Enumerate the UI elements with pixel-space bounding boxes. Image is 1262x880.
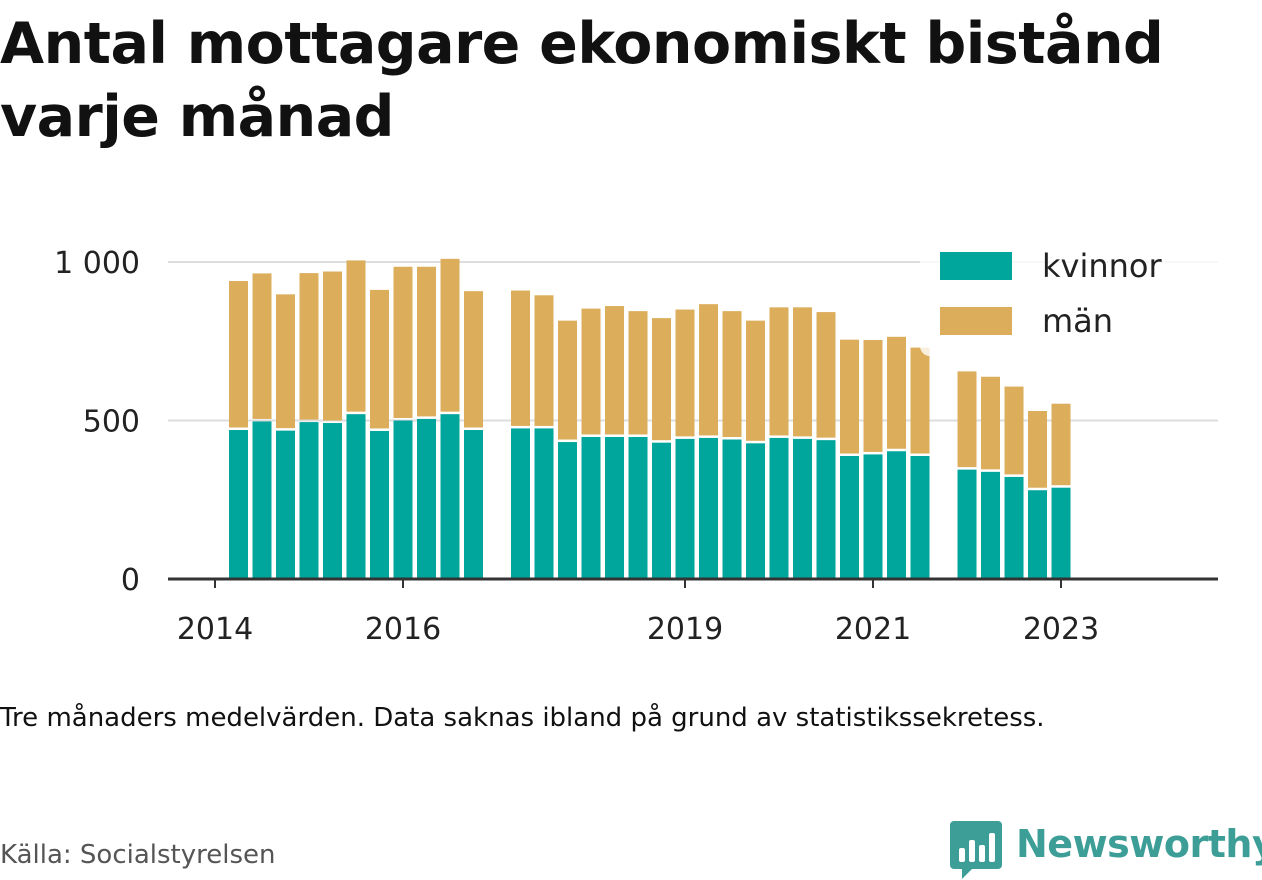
source-credit: Källa: Socialstyrelsen [0, 840, 276, 870]
bar-kvinnor [769, 437, 789, 579]
bar-man [370, 289, 390, 429]
bar-kvinnor [1028, 490, 1048, 579]
y-tick-label: 500 [83, 405, 140, 440]
bar-man [393, 266, 413, 418]
bar-man [793, 307, 813, 437]
bar-kvinnor [299, 422, 319, 579]
bar-kvinnor [910, 456, 930, 579]
bar-man [440, 258, 460, 412]
bar-kvinnor [370, 430, 390, 579]
bar-kvinnor [276, 430, 296, 579]
bar-man [652, 318, 672, 441]
bar-man [840, 339, 860, 454]
bar-man [534, 295, 554, 426]
bar-man [323, 271, 343, 421]
bar-kvinnor [699, 437, 719, 579]
bar-man [346, 260, 366, 412]
bar-man [699, 304, 719, 436]
bar-man [887, 336, 907, 449]
bar-man [675, 309, 695, 437]
bar-kvinnor [981, 471, 1001, 579]
y-tick-label: 1 000 [54, 246, 140, 281]
bar-man [605, 306, 625, 435]
bar-man [746, 320, 766, 441]
bar-kvinnor [558, 442, 578, 579]
bar-man [910, 347, 930, 454]
bar-kvinnor [746, 443, 766, 579]
chart-title: Antal mottagare ekonomiskt bistånd varje… [0, 11, 1164, 150]
stacked-bar-chart: 0 500 1 000 2014 2016 2019 2021 2023 kvinnor män [54, 238, 1220, 647]
legend-label-man: män [1042, 302, 1113, 340]
bar-kvinnor [534, 428, 554, 579]
bar-kvinnor [229, 430, 249, 579]
bar-man [511, 290, 531, 426]
bar-kvinnor [346, 414, 366, 579]
x-tick-label: 2021 [835, 612, 911, 647]
bar-man [816, 312, 836, 438]
bar-kvinnor [440, 414, 460, 579]
brand-logo[interactable]: Newsworthy [950, 818, 1262, 880]
bar-kvinnor [863, 454, 883, 579]
bar-kvinnor [393, 420, 413, 579]
bar-kvinnor [652, 442, 672, 579]
bar-kvinnor [840, 456, 860, 579]
bar-man [276, 294, 296, 429]
bar-kvinnor [887, 451, 907, 579]
legend-swatch-kvinnor [940, 252, 1012, 280]
legend-swatch-man [940, 307, 1012, 335]
x-tick-label: 2014 [177, 612, 253, 647]
bar-kvinnor [722, 439, 742, 579]
bars [229, 258, 1071, 579]
bar-man [1028, 410, 1048, 488]
bar-kvinnor [252, 421, 272, 579]
bar-man [464, 291, 484, 428]
bar-man [229, 281, 249, 428]
bar-man [722, 311, 742, 438]
chart-note: Tre månaders medelvärden. Data saknas ib… [0, 703, 1045, 733]
bar-kvinnor [464, 430, 484, 579]
bar-man [957, 371, 977, 468]
bar-kvinnor [1051, 487, 1071, 579]
bar-man [581, 308, 601, 435]
bar-man [981, 376, 1001, 470]
bar-kvinnor [675, 438, 695, 579]
x-tick-label: 2023 [1023, 612, 1099, 647]
x-tick-label: 2019 [647, 612, 723, 647]
bar-man [769, 307, 789, 436]
bar-kvinnor [1004, 476, 1024, 579]
axes: 0 500 1 000 2014 2016 2019 2021 2023 [54, 246, 1218, 647]
bar-man [863, 339, 883, 452]
bar-man [299, 273, 319, 420]
x-tick-label: 2016 [365, 612, 441, 647]
bar-man [417, 266, 437, 417]
bar-kvinnor [511, 428, 531, 579]
bar-kvinnor [628, 436, 648, 579]
bar-man [252, 273, 272, 419]
bar-man [558, 320, 578, 440]
bar-kvinnor [323, 423, 343, 579]
bar-kvinnor [605, 436, 625, 579]
bar-man [1051, 403, 1071, 486]
bar-kvinnor [793, 438, 813, 579]
legend: kvinnor män [920, 238, 1220, 356]
bar-man [1004, 386, 1024, 475]
bar-kvinnor [816, 440, 836, 579]
bar-chart-speech-bubble-icon [950, 821, 1002, 879]
bar-kvinnor [957, 469, 977, 579]
bar-kvinnor [417, 418, 437, 579]
bar-man [628, 311, 648, 435]
legend-label-kvinnor: kvinnor [1042, 247, 1163, 285]
brand-name: Newsworthy [1016, 822, 1262, 866]
bar-kvinnor [581, 436, 601, 579]
y-tick-label: 0 [121, 563, 140, 598]
